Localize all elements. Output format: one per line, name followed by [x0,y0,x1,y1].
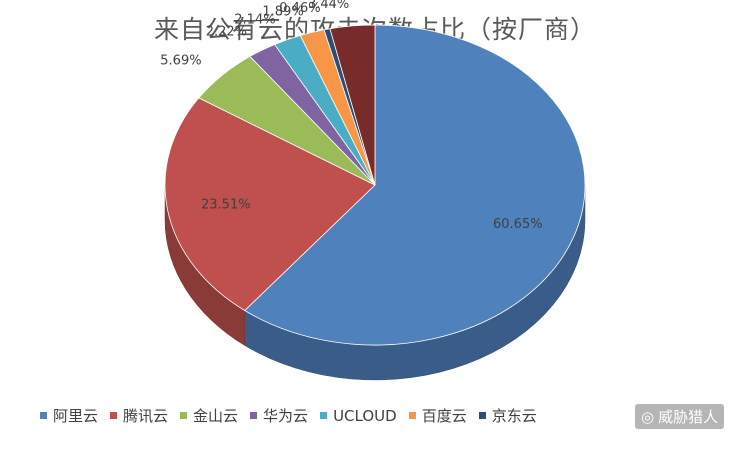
legend-swatch [320,412,328,419]
slice-label: 23.51% [201,198,251,213]
legend-swatch [250,412,258,419]
slice-label: 60.65% [493,217,543,232]
slice-label: 2.22% [206,25,247,40]
legend-label: 阿里云 [53,407,99,425]
legend-label: UCLOUD [333,406,397,425]
slice-label: 2.14% [234,13,275,28]
slice-label: 5.69% [160,53,201,68]
legend-item: 金山云 [180,405,238,426]
slice-阿里云 [244,24,586,346]
legend-label: 腾讯云 [123,407,169,425]
legend-label: 华为云 [263,407,309,425]
wechat-icon: ◎ [641,407,655,426]
legend-item: 阿里云 [40,405,98,426]
slice-label: 1.89% [262,4,303,19]
pie-chart: 60.65% 23.51% 5.69% 2.22%2.14%1.89%0.46%3.4… [160,0,586,381]
legend-item: 华为云 [250,405,308,426]
legend-label: 金山云 [193,407,239,425]
legend-item: 京东云 [478,405,537,426]
slice-label: 0.46% [279,1,320,16]
slice-label: 3.44% [308,0,349,12]
legend-label: 百度云 [421,407,467,425]
legend-label: 京东云 [491,407,537,425]
slice-labels: 60.65% 23.51% 5.69% 2.22%2.14%1.89%0.46%3.4… [160,0,542,232]
legend-swatch [478,412,486,419]
legend-swatch [40,412,47,419]
legend-swatch [180,412,188,419]
legend-swatch [408,412,416,419]
watermark-text: 威胁猎人 [658,408,719,426]
pie-top-faces [164,24,586,346]
watermark: ◎ 威胁猎人 [635,404,725,429]
slice-其他 [329,24,376,186]
legend-item: UCLOUD [320,407,397,425]
legend-item: 腾讯云 [110,405,168,426]
legend-item: 百度云 [408,405,467,426]
legend: 阿里云 腾讯云 金山云 华为云 UCLOUD 百度云 京东云 [40,405,740,426]
slice-腾讯云 [164,97,376,311]
legend-swatch [110,412,118,419]
